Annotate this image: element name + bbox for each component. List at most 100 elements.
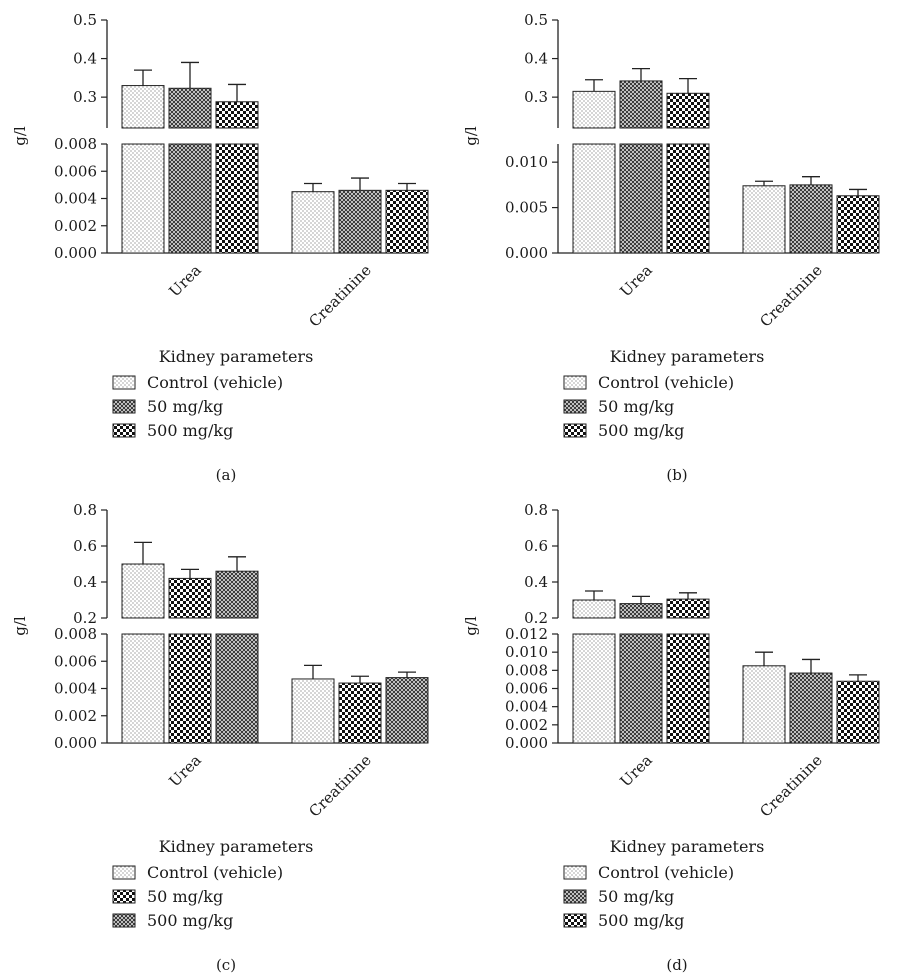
legend-label: 500 mg/kg <box>598 911 684 930</box>
x-tick-label: Urea <box>165 751 204 790</box>
y-tick-label: 0.4 <box>73 573 97 591</box>
bar <box>121 85 165 129</box>
bar <box>619 80 663 129</box>
y-tick-label: 0.000 <box>54 734 97 752</box>
bar <box>385 677 429 744</box>
bar <box>385 189 429 254</box>
x-tick-label: Creatinine <box>305 261 375 331</box>
x-axis-label: Kidney parameters <box>610 837 765 856</box>
x-tick-label: Urea <box>616 261 655 300</box>
legend-label: 50 mg/kg <box>147 397 223 416</box>
bar <box>338 189 382 254</box>
chart-panel-b: 0.000 0.005 0.010 0.3 0.4 0.5 g/l Urea Creatinin… <box>451 0 902 490</box>
y-tick-label: 0.8 <box>73 501 97 519</box>
legend-swatch <box>563 375 587 390</box>
y-tick-label: 0.004 <box>54 680 97 698</box>
bar-lower-part <box>572 143 616 254</box>
legend-swatch <box>112 889 136 904</box>
bar-lower-part <box>215 633 259 744</box>
bar <box>666 92 710 129</box>
legend-label: 500 mg/kg <box>147 421 233 440</box>
y-tick-label: 0.008 <box>54 135 97 153</box>
legend-label: 50 mg/kg <box>147 887 223 906</box>
bar <box>338 682 382 744</box>
legend-swatch <box>112 913 136 928</box>
legend-swatch <box>563 423 587 438</box>
y-tick-label: 0.008 <box>505 661 548 679</box>
x-tick-label: Urea <box>165 261 204 300</box>
y-tick-label: 0.004 <box>505 698 548 716</box>
legend-label: 500 mg/kg <box>598 421 684 440</box>
chart-svg: 0.000 0.005 0.010 0.3 0.4 0.5 g/l Urea Creatinin… <box>462 11 880 484</box>
y-tick-label: 0.000 <box>505 734 548 752</box>
bar <box>291 678 335 744</box>
bar <box>121 563 165 619</box>
bar-lower-part <box>619 143 663 254</box>
y-tick-label: 0.3 <box>73 88 97 106</box>
x-axis-label: Kidney parameters <box>159 347 314 366</box>
y-axis-label: g/l <box>11 126 29 146</box>
x-tick-label: Creatinine <box>305 751 375 821</box>
legend-label: 500 mg/kg <box>147 911 233 930</box>
bar-lower-part <box>666 633 710 744</box>
bar-lower-part <box>215 143 259 254</box>
y-tick-label: 0.3 <box>524 88 548 106</box>
panel-label: (a) <box>216 466 237 484</box>
y-tick-label: 0.4 <box>73 50 97 68</box>
panel-label: (c) <box>216 956 236 974</box>
bar <box>742 665 786 744</box>
legend-label: 50 mg/kg <box>598 887 674 906</box>
legend-swatch <box>112 375 136 390</box>
legend-label: Control (vehicle) <box>598 863 734 882</box>
bar-lower-part <box>666 143 710 254</box>
y-tick-label: 0.005 <box>505 199 548 217</box>
y-tick-label: 0.012 <box>505 625 548 643</box>
y-tick-label: 0.000 <box>54 244 97 262</box>
legend-swatch <box>563 913 587 928</box>
legend-swatch <box>563 889 587 904</box>
y-tick-label: 0.8 <box>524 501 548 519</box>
y-tick-label: 0.4 <box>524 573 548 591</box>
bar <box>789 184 833 254</box>
y-tick-label: 0.010 <box>505 643 548 661</box>
y-tick-label: 0.002 <box>54 217 97 235</box>
y-axis-label: g/l <box>462 126 480 146</box>
legend-swatch <box>563 399 587 414</box>
y-tick-label: 0.010 <box>505 153 548 171</box>
bar <box>619 603 663 619</box>
legend-swatch <box>112 865 136 880</box>
panel-label: (d) <box>666 956 687 974</box>
y-tick-label: 0.006 <box>54 162 97 180</box>
bar <box>666 598 710 619</box>
legend-label: Control (vehicle) <box>147 863 283 882</box>
legend-swatch <box>112 423 136 438</box>
y-tick-label: 0.6 <box>73 537 97 555</box>
legend-label: 50 mg/kg <box>598 397 674 416</box>
bar-lower-part <box>572 633 616 744</box>
bar <box>291 191 335 254</box>
chart-svg: 0.000 0.002 0.004 0.006 0.008 0.3 0.4 0.5 g/l Ure… <box>11 11 429 484</box>
bar-lower-part <box>121 143 165 254</box>
panel-label: (b) <box>666 466 687 484</box>
x-axis-label: Kidney parameters <box>159 837 314 856</box>
y-tick-label: 0.5 <box>524 11 548 29</box>
x-tick-label: Creatinine <box>756 751 826 821</box>
bar-lower-part <box>121 633 165 744</box>
bar-lower-part <box>619 633 663 744</box>
bar <box>168 577 212 619</box>
chart-panel-a: 0.000 0.002 0.004 0.006 0.008 0.3 0.4 0.5 g/l Ure… <box>0 0 451 490</box>
bar-lower-part <box>168 633 212 744</box>
x-axis-label: Kidney parameters <box>610 347 765 366</box>
y-tick-label: 0.5 <box>73 11 97 29</box>
bar <box>836 195 880 254</box>
y-tick-label: 0.2 <box>524 609 548 627</box>
y-tick-label: 0.002 <box>54 707 97 725</box>
bar <box>742 185 786 254</box>
y-axis-label: g/l <box>11 616 29 636</box>
y-tick-label: 0.6 <box>524 537 548 555</box>
legend-swatch <box>563 865 587 880</box>
bar <box>215 101 259 129</box>
x-tick-label: Urea <box>616 751 655 790</box>
